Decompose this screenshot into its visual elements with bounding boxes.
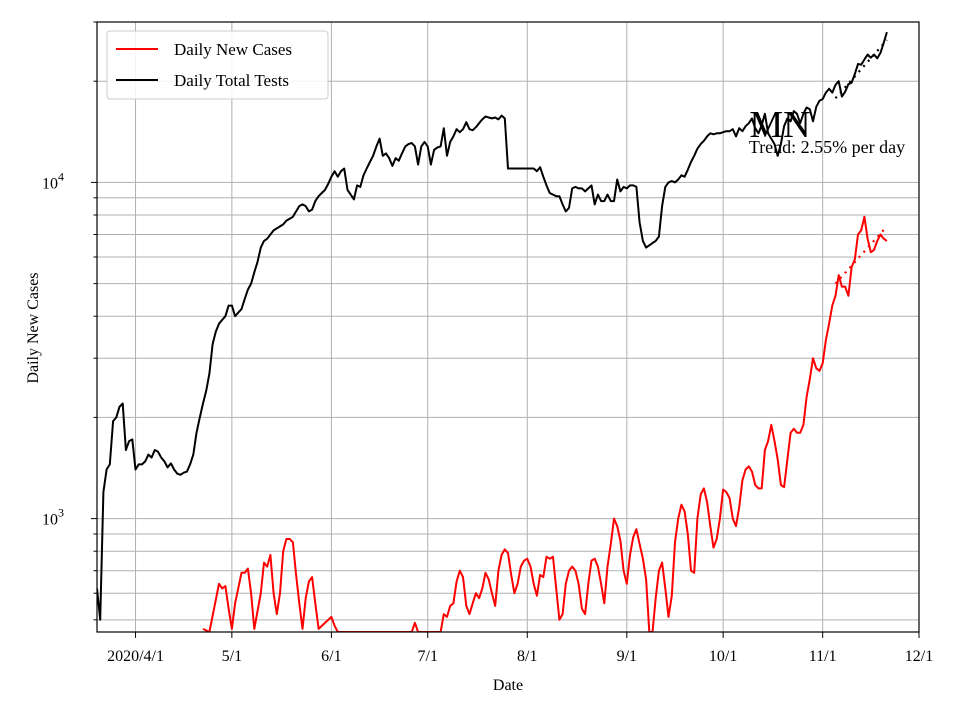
y-axis-label: Daily New Cases xyxy=(25,272,42,383)
state-label: MN xyxy=(749,104,810,146)
plot-area xyxy=(97,31,888,632)
x-tick-label: 10/1 xyxy=(709,648,737,665)
y-tick-label: 103 xyxy=(42,506,64,529)
legend-label-new-cases: Daily New Cases xyxy=(174,40,292,59)
x-tick-label: 8/1 xyxy=(517,648,537,665)
x-tick-label: 5/1 xyxy=(222,648,242,665)
x-tick-label: 7/1 xyxy=(418,648,438,665)
trend-line-daily-new-cases xyxy=(834,225,888,285)
legend-box xyxy=(106,30,329,100)
x-tick-label: 2020/4/1 xyxy=(107,648,164,665)
x-tick-label: 9/1 xyxy=(617,648,637,665)
legend: Daily New Cases Daily Total Tests xyxy=(106,30,329,100)
y-tick-label: 104 xyxy=(42,169,64,192)
gridlines xyxy=(97,21,920,632)
legend-label-total-tests: Daily Total Tests xyxy=(174,71,289,90)
trend-line-daily-total-tests xyxy=(834,39,888,99)
plot-frame xyxy=(96,21,920,633)
x-axis-label: Date xyxy=(493,677,523,694)
series-line-daily-new-cases xyxy=(202,215,888,632)
x-tick-label: 12/1 xyxy=(905,648,933,665)
trend-label: Trend: 2.55% per day xyxy=(749,137,905,157)
series-layer xyxy=(97,31,888,632)
x-tick-label: 6/1 xyxy=(321,648,341,665)
x-tick-label: 11/1 xyxy=(809,648,837,665)
series-line-daily-total-tests xyxy=(97,31,888,621)
axis-ticks: 2020/4/1 5/1 6/1 7/1 8/1 9/1 10/1 11/1 12/1 103 10… xyxy=(42,21,933,665)
